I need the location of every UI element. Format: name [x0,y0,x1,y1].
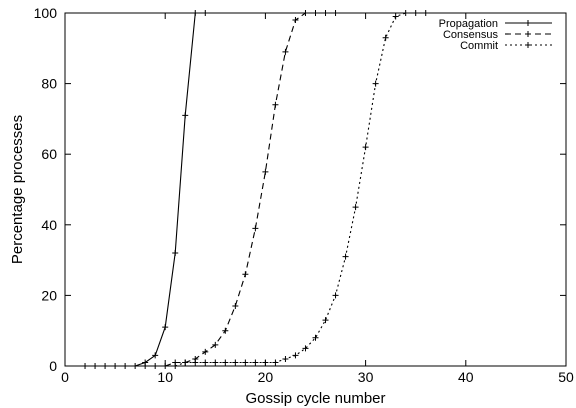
data-point [392,13,399,20]
data-point [162,363,169,369]
data-point [302,10,309,16]
series-commit [172,10,429,369]
data-point [212,359,219,366]
data-point [402,10,409,16]
x-tick-label: 40 [458,369,474,385]
data-point [232,302,239,309]
data-point [292,17,299,24]
data-point [192,10,199,16]
y-tick-label: 40 [41,217,57,233]
data-point [242,359,249,366]
plot-frame [64,12,567,367]
x-axis-title: Gossip cycle number [245,390,385,407]
data-point [252,359,259,366]
data-point [352,204,359,211]
x-tick-label: 10 [157,369,173,385]
data-point [412,10,419,16]
series-propagation [82,10,209,369]
legend-label-commit: Commit [460,40,498,52]
data-point [92,363,99,369]
x-tick-label: 30 [358,369,374,385]
data-point [202,10,209,16]
data-point [122,363,129,369]
legend-label-propagation: Propagation [439,18,498,30]
data-point [82,363,89,369]
axes: 0 10 20 30 40 50 0 20 40 60 80 100 Gossip cycle nu… [9,5,574,407]
series-line-propagation [85,12,206,367]
y-tick-label: 100 [34,5,58,21]
data-point [422,10,429,16]
data-point [172,250,179,257]
data-point [222,327,229,334]
data-point [332,10,339,16]
data-point [282,355,289,362]
data-point [112,363,119,369]
data-point [172,363,179,369]
y-tick-label: 0 [49,358,57,374]
series-layer [82,10,429,369]
data-point [222,359,229,366]
data-point [212,341,219,348]
data-point [132,363,139,369]
data-point [312,334,319,341]
data-point [162,324,169,331]
data-point [302,345,309,352]
data-point [282,48,289,55]
data-point [382,34,389,41]
data-point [202,359,209,366]
data-point [322,10,329,16]
legend-marker [525,31,531,37]
y-tick-label: 20 [41,287,57,303]
series-line-consensus [145,12,336,367]
data-point [142,363,149,369]
y-tick-label: 60 [41,146,57,162]
data-point [262,168,269,175]
x-tick-label: 20 [258,369,274,385]
x-tick-label: 0 [61,369,69,385]
data-point [342,253,349,260]
data-point [362,144,369,151]
data-point [102,363,109,369]
data-point [322,317,329,324]
legend-label-consensus: Consensus [443,29,499,41]
legend-marker [525,20,531,26]
data-point [152,363,159,369]
data-point [182,359,189,366]
data-point [272,359,279,366]
data-point [312,10,319,16]
series-line-commit [175,12,426,367]
data-point [262,359,269,366]
x-tick-label: 50 [558,369,574,385]
data-point [202,348,209,355]
data-point [272,101,279,108]
y-axis-ticks: 0 20 40 60 80 100 [34,5,566,374]
data-point [232,359,239,366]
data-point [192,359,199,366]
legend-marker [525,42,531,48]
data-point [252,225,259,232]
data-point [182,112,189,119]
data-point [152,352,159,359]
legend: Propagation Consensus Commit [439,18,552,52]
data-point [242,271,249,278]
series-consensus [142,10,339,369]
y-axis-title: Percentage processes [9,115,26,264]
data-point [292,352,299,359]
x-axis-ticks: 0 10 20 30 40 50 [61,13,574,385]
data-point [332,292,339,299]
y-tick-label: 80 [41,76,57,92]
data-point [372,80,379,87]
